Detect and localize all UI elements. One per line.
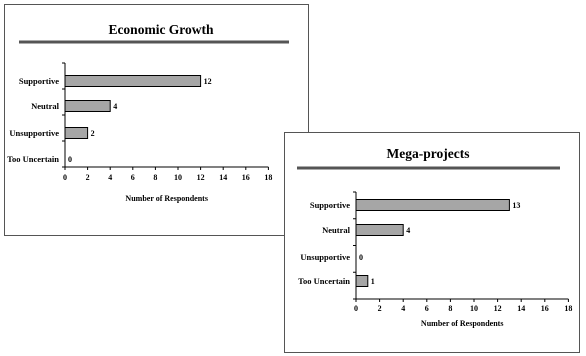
category-label: Too Uncertain (7, 154, 59, 164)
category-label: Neutral (31, 101, 59, 111)
bar (64, 100, 111, 112)
x-tick-label: 6 (425, 304, 429, 313)
x-tick-label: 0 (354, 304, 358, 313)
category-label: Too Uncertain (298, 276, 350, 286)
x-tick-label: 2 (378, 304, 382, 313)
x-tick-label: 10 (470, 304, 478, 313)
bar (355, 224, 404, 236)
chart-panel-economic-growth: Economic Growth 0 2 4 6 8 10 12 14 16 18 Supportive… (4, 4, 309, 236)
x-tick-label: 18 (264, 173, 272, 182)
x-tick-label: 16 (541, 304, 549, 313)
chart-title: Mega-projects (387, 146, 470, 161)
x-tick-label: 18 (564, 304, 572, 313)
bar (355, 275, 369, 287)
x-tick-label: 16 (242, 173, 250, 182)
x-tick-label: 8 (153, 173, 157, 182)
data-label: 12 (204, 77, 212, 86)
x-tick-label: 4 (401, 304, 405, 313)
x-tick-label: 8 (448, 304, 452, 313)
chart-panel-mega-projects: Mega-projects 0 2 4 6 8 10 12 14 16 18 Supportive 13… (284, 132, 580, 353)
category-label: Supportive (310, 200, 350, 210)
x-axis-label: Number of Respondents (421, 319, 504, 328)
x-tick-label: 4 (108, 173, 112, 182)
x-tick-label: 2 (86, 173, 90, 182)
x-tick-label: 12 (197, 173, 205, 182)
category-label: Unsupportive (300, 252, 350, 262)
x-tick-label: 10 (174, 173, 182, 182)
data-label: 4 (406, 226, 410, 235)
x-tick-label: 12 (494, 304, 502, 313)
data-label: 0 (359, 253, 363, 262)
bar (355, 199, 510, 211)
x-tick-label: 14 (219, 173, 227, 182)
data-label: 2 (91, 129, 95, 138)
data-label: 4 (113, 102, 117, 111)
category-label: Unsupportive (9, 128, 59, 138)
category-label: Neutral (322, 225, 350, 235)
data-label: 0 (68, 155, 72, 164)
x-tick-label: 6 (131, 173, 135, 182)
data-label: 13 (512, 201, 520, 210)
economic-growth-chart: Economic Growth 0 2 4 6 8 10 12 14 16 18 Supportive… (7, 22, 289, 203)
category-label: Supportive (19, 76, 59, 86)
bar (64, 127, 89, 139)
x-axis-label: Number of Respondents (125, 194, 208, 203)
data-label: 1 (371, 277, 375, 286)
bar (64, 75, 202, 87)
x-tick-label: 0 (63, 173, 67, 182)
chart-title: Economic Growth (108, 22, 214, 37)
x-tick-label: 14 (517, 304, 525, 313)
